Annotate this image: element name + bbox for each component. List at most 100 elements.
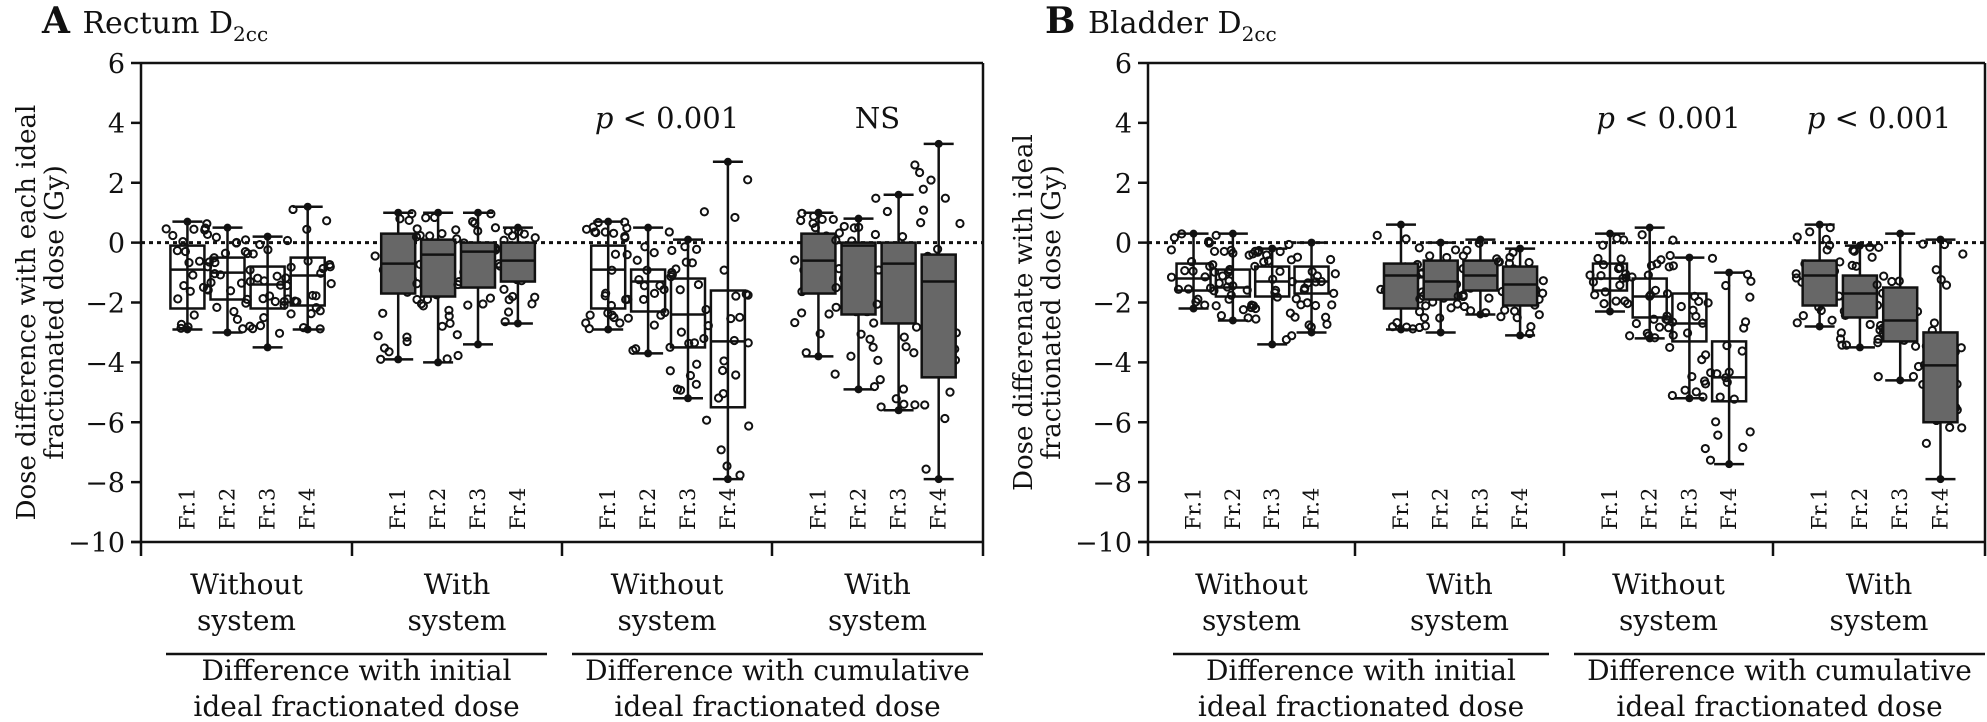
box-iqr [920,253,957,379]
data-point [286,309,296,319]
category-label: Fr.2 [636,488,660,530]
group-label: With [424,568,491,601]
data-point [1625,331,1635,341]
min-point [1645,334,1654,343]
data-point [1496,312,1506,322]
data-point [1652,259,1662,269]
data-point [1590,290,1600,300]
box-iqr [1591,262,1629,292]
data-point [1534,310,1544,320]
data-point [1941,280,1952,290]
data-point [585,310,595,320]
data-point [1420,321,1431,331]
section-label: Difference with cumulative [585,654,970,687]
data-point [681,257,691,267]
y-tick-label: −10 [1075,528,1132,559]
box-group: Fr.1 Fr.2 Fr.3 Fr.4 [1585,223,1756,530]
data-point [1238,305,1248,315]
max-point [1896,229,1905,238]
min-point [394,355,403,364]
data-point [1616,254,1626,264]
data-point [1722,377,1732,387]
data-point [1791,273,1802,283]
data-point [503,307,514,317]
data-point [1667,390,1677,401]
data-point [1872,280,1882,290]
min-point [894,406,903,415]
data-point [1835,257,1845,267]
min-point [434,358,443,367]
box-iqr [1671,292,1708,343]
box-iqr [209,256,246,301]
data-point [1166,272,1177,282]
data-point [231,238,242,248]
data-point [790,255,800,265]
p-symbol: p [1596,101,1615,135]
data-point [1792,232,1802,242]
data-point [1211,230,1221,240]
data-point [901,342,911,352]
max-point [474,208,482,217]
data-point [1700,379,1711,389]
data-point [508,291,518,302]
data-point [1484,293,1494,303]
data-point [1668,235,1678,245]
data-point [828,214,838,225]
min-point [263,343,272,352]
data-point [873,355,883,365]
data-point [1599,299,1609,309]
category-label: Fr.3 [256,488,280,530]
max-point [1307,238,1316,247]
category-label: Fr.2 [1429,488,1453,530]
data-point [1186,256,1197,267]
data-point [1805,227,1815,237]
data-point [421,213,431,223]
data-point [1631,318,1641,329]
data-point [1310,300,1321,311]
data-point [831,302,841,312]
data-point [693,279,704,290]
data-point [1742,269,1753,279]
max-point [644,223,653,232]
data-point [168,230,178,241]
data-point [1668,261,1678,271]
section-label: Difference with cumulative [1587,654,1972,687]
data-point [1664,262,1674,272]
data-point [1247,300,1257,310]
data-point [1330,269,1340,279]
min-point [1228,316,1237,325]
data-point [370,251,380,261]
max-point [394,208,403,217]
data-point [865,334,875,344]
data-point [272,271,282,281]
data-point [264,291,275,301]
max-point [1516,244,1525,253]
box-iqr [1175,262,1212,292]
max-point [684,235,692,244]
data-point [718,389,728,399]
data-point [926,175,936,185]
data-point [1816,305,1826,316]
data-point [1745,427,1755,437]
group-label: system [828,604,927,637]
data-point [1711,417,1721,427]
data-point [1462,245,1472,255]
data-point [1908,371,1919,382]
box-iqr [629,268,667,313]
data-point [1421,301,1431,311]
data-point [1538,288,1548,298]
min-point [1725,460,1734,469]
category-label: Fr.3 [466,488,490,530]
significance-annotation: p < 0.001 [595,101,739,135]
data-point [1613,263,1624,274]
y-axis-label: fractionated dose (Gy) [1037,165,1067,460]
data-point [609,228,619,238]
data-point [664,227,674,237]
data-point [1525,328,1535,339]
data-point [815,329,825,339]
max-point [1815,220,1824,229]
min-point [1685,394,1694,403]
section-label: ideal fractionated dose [1616,690,1942,722]
category-label: Fr.3 [676,488,700,530]
data-point [1665,250,1675,261]
